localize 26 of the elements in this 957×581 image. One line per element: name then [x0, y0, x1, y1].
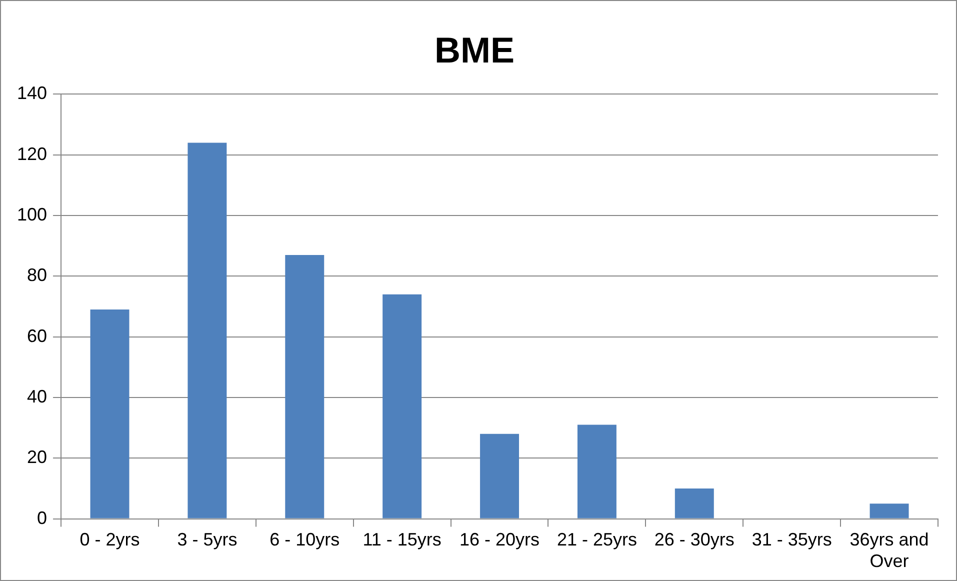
- y-tick-label: 140: [16, 83, 48, 104]
- bar: [90, 310, 130, 518]
- bar: [382, 294, 422, 518]
- y-tick-label: 80: [27, 265, 48, 286]
- x-tick-label: 26 - 30yrs: [654, 530, 734, 550]
- x-tick-label: 16 - 20yrs: [459, 530, 540, 550]
- x-tick-label: 11 - 15yrs: [362, 530, 442, 550]
- x-tick-label: 31 - 35yrs: [752, 530, 832, 550]
- bar: [285, 254, 324, 518]
- y-tick-label: 20: [27, 447, 48, 468]
- x-tick-label: 21 - 25yrs: [556, 530, 637, 550]
- bar: [577, 424, 616, 518]
- chart-title: BME: [434, 30, 514, 71]
- x-tick-label: 36yrs and Over: [850, 530, 929, 572]
- y-tick-label: 40: [27, 386, 48, 406]
- bar: [480, 434, 520, 518]
- x-tick-label: 3 - 5yrs: [177, 530, 238, 550]
- bar: [870, 504, 909, 518]
- y-tick-label: 120: [16, 144, 48, 164]
- x-tick-label: 6 - 10yrs: [270, 530, 340, 550]
- bar: [188, 142, 227, 518]
- y-tick-label: 60: [27, 326, 48, 346]
- x-tick-label: 0 - 2yrs: [80, 530, 140, 550]
- y-tick-label: 100: [16, 204, 48, 224]
- y-tick-label: 0: [37, 508, 48, 528]
- bar: [674, 488, 714, 518]
